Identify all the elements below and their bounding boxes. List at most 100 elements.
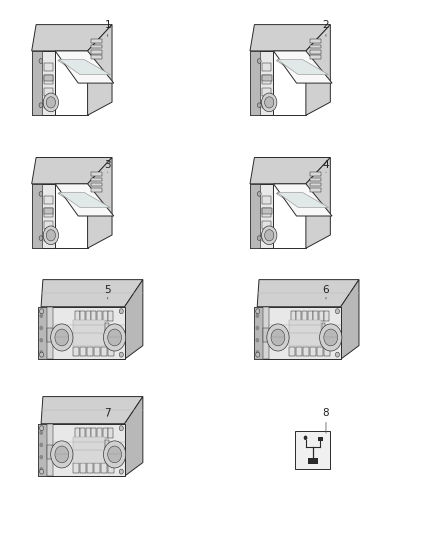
Polygon shape <box>313 311 318 321</box>
Polygon shape <box>262 88 271 96</box>
Circle shape <box>108 329 121 346</box>
Circle shape <box>324 329 338 346</box>
Polygon shape <box>44 100 53 108</box>
Polygon shape <box>321 334 325 341</box>
Polygon shape <box>73 464 79 473</box>
Polygon shape <box>91 183 102 187</box>
Polygon shape <box>73 346 79 357</box>
Polygon shape <box>263 307 269 359</box>
Polygon shape <box>262 196 271 204</box>
Polygon shape <box>94 346 100 357</box>
Polygon shape <box>297 311 301 321</box>
Polygon shape <box>47 446 53 459</box>
Polygon shape <box>91 45 102 49</box>
Circle shape <box>336 352 339 357</box>
Polygon shape <box>91 55 102 59</box>
Polygon shape <box>73 437 105 463</box>
Circle shape <box>119 352 124 357</box>
Circle shape <box>46 97 56 108</box>
Polygon shape <box>46 307 53 359</box>
Polygon shape <box>106 450 109 458</box>
Circle shape <box>39 236 43 240</box>
Polygon shape <box>277 60 328 75</box>
Polygon shape <box>254 307 341 359</box>
Polygon shape <box>44 233 53 241</box>
Polygon shape <box>262 76 271 84</box>
Polygon shape <box>262 76 272 82</box>
Circle shape <box>39 469 44 474</box>
Polygon shape <box>74 428 80 438</box>
Polygon shape <box>108 428 113 438</box>
Polygon shape <box>87 464 93 473</box>
Polygon shape <box>32 25 112 51</box>
Polygon shape <box>88 25 112 115</box>
Polygon shape <box>86 311 91 321</box>
Polygon shape <box>106 334 109 341</box>
Polygon shape <box>80 346 86 357</box>
Circle shape <box>255 338 259 342</box>
Circle shape <box>265 230 274 241</box>
Circle shape <box>51 324 73 351</box>
Polygon shape <box>102 428 108 438</box>
Polygon shape <box>250 158 330 184</box>
Polygon shape <box>124 397 143 476</box>
Polygon shape <box>310 183 321 187</box>
Polygon shape <box>44 76 53 84</box>
Polygon shape <box>254 307 263 359</box>
Polygon shape <box>317 346 323 357</box>
Polygon shape <box>262 221 271 229</box>
Polygon shape <box>124 280 143 359</box>
Polygon shape <box>277 192 328 207</box>
Polygon shape <box>80 464 86 473</box>
Circle shape <box>39 309 44 314</box>
Polygon shape <box>310 39 321 43</box>
Polygon shape <box>41 397 143 424</box>
Polygon shape <box>324 346 330 357</box>
Circle shape <box>119 426 124 431</box>
Circle shape <box>336 309 339 314</box>
Polygon shape <box>310 346 316 357</box>
Circle shape <box>304 435 307 440</box>
Polygon shape <box>319 311 324 321</box>
Polygon shape <box>97 311 102 321</box>
Polygon shape <box>302 311 307 321</box>
Circle shape <box>265 97 274 108</box>
Circle shape <box>271 329 285 346</box>
Polygon shape <box>39 307 124 359</box>
Polygon shape <box>97 428 102 438</box>
Polygon shape <box>295 431 330 469</box>
Polygon shape <box>291 311 296 321</box>
Polygon shape <box>44 76 53 82</box>
Polygon shape <box>250 51 261 115</box>
Polygon shape <box>94 464 100 473</box>
Polygon shape <box>32 51 55 115</box>
Circle shape <box>39 338 43 342</box>
Polygon shape <box>106 324 109 330</box>
Polygon shape <box>250 51 273 115</box>
Polygon shape <box>91 188 102 192</box>
Circle shape <box>55 446 69 463</box>
Polygon shape <box>310 55 321 59</box>
Polygon shape <box>325 311 329 321</box>
Polygon shape <box>306 158 330 248</box>
Polygon shape <box>262 208 271 216</box>
Polygon shape <box>32 158 112 184</box>
Circle shape <box>258 103 261 108</box>
Circle shape <box>39 313 43 318</box>
Text: 5: 5 <box>104 286 111 295</box>
Polygon shape <box>32 184 42 248</box>
Polygon shape <box>91 172 102 176</box>
Circle shape <box>103 324 126 351</box>
Polygon shape <box>80 428 85 438</box>
Polygon shape <box>32 184 55 248</box>
Circle shape <box>267 324 289 351</box>
Polygon shape <box>273 184 332 216</box>
Polygon shape <box>310 45 321 49</box>
Polygon shape <box>310 50 321 53</box>
Polygon shape <box>59 60 110 75</box>
Polygon shape <box>102 311 108 321</box>
Text: 7: 7 <box>104 408 111 418</box>
Polygon shape <box>307 311 313 321</box>
Text: 1: 1 <box>104 20 111 30</box>
Circle shape <box>255 313 259 318</box>
